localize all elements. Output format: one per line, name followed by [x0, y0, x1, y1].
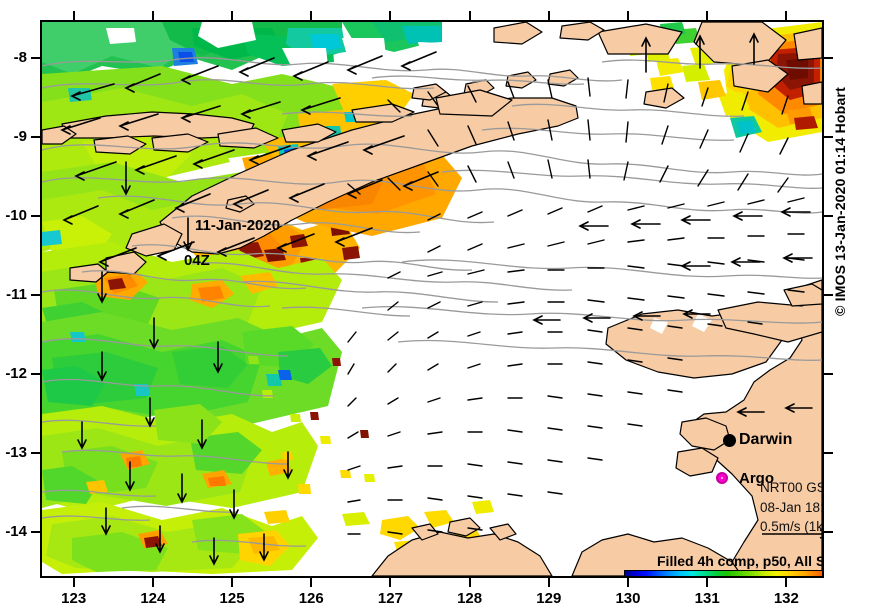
- land-kimberley: [571, 533, 743, 576]
- product-scale: 0.5m/s (1kt 24h): [760, 519, 824, 535]
- y-tick-label: -10: [5, 206, 27, 224]
- y-tick-mark: [31, 56, 40, 59]
- date-time-stamp: 11-Jan-2020 04Z: [170, 200, 280, 304]
- land-tiwi-notch: [650, 318, 668, 334]
- darwin-marker-dot[interactable]: [723, 434, 736, 447]
- x-tick-mark: [626, 578, 629, 587]
- land-kimb-isle3: [411, 523, 439, 541]
- y-tick-mark-right: [824, 135, 833, 138]
- x-tick-label: 127: [377, 590, 403, 607]
- y-tick-mark: [31, 531, 40, 534]
- land-tan-sm: [793, 27, 822, 61]
- x-tick-label: 132: [773, 590, 799, 607]
- y-tick-mark: [31, 294, 40, 297]
- x-tick-mark: [72, 578, 75, 587]
- land-tanimbar-s: [731, 59, 789, 93]
- vector-scale-arrow: [762, 529, 822, 539]
- time-label: 04Z: [184, 251, 210, 269]
- land-alor: [281, 123, 337, 143]
- x-tick-mark: [547, 578, 550, 587]
- y-tick-mark: [31, 373, 40, 376]
- x-tick-mark-top: [706, 11, 709, 20]
- land-darwin-pen: [679, 417, 731, 451]
- y-tick-mark: [31, 214, 40, 217]
- x-tick-mark-top: [785, 11, 788, 20]
- bathymetry-contours: [42, 57, 822, 547]
- x-tick-mark-top: [231, 11, 234, 20]
- x-tick-mark-top: [547, 11, 550, 20]
- x-tick-label: 124: [140, 590, 166, 607]
- product-source: NRT00 GSL: [760, 480, 822, 495]
- darwin-label: Darwin: [739, 431, 793, 448]
- y-tick-mark: [31, 135, 40, 138]
- x-tick-mark: [231, 578, 234, 587]
- figure-caption: Filled 4h comp, p50, All Sats: [657, 553, 822, 569]
- y-tick-label: -8: [13, 48, 27, 66]
- land-kimb-isle2: [489, 523, 517, 541]
- x-tick-label: 131: [694, 590, 720, 607]
- argo-float-marker[interactable]: [716, 472, 728, 484]
- y-tick-mark-right: [824, 214, 833, 217]
- x-tick-mark-top: [626, 11, 629, 20]
- contour-depth-labels: 200m 1000m: [410, 565, 443, 576]
- land-island-a: [93, 135, 147, 155]
- land-sumbawa: [42, 125, 77, 145]
- y-tick-label: -13: [5, 444, 27, 462]
- y-tick-mark-right: [824, 294, 833, 297]
- x-tick-mark: [389, 578, 392, 587]
- land-kimberley2: [371, 531, 553, 576]
- product-info-block: NRT00 GSL 08-Jan 18:00Z 0.5m/s (1kt 24h): [760, 478, 824, 537]
- y-tick-label: -11: [6, 286, 27, 304]
- x-tick-mark-top: [72, 11, 75, 20]
- y-tick-label: -14: [5, 523, 27, 541]
- x-tick-mark: [310, 578, 313, 587]
- y-tick-mark-right: [824, 452, 833, 455]
- x-tick-mark: [151, 578, 154, 587]
- x-tick-mark-top: [310, 11, 313, 20]
- land-island-b: [151, 133, 209, 153]
- x-tick-label: 129: [536, 590, 562, 607]
- land-coast-detail: [675, 447, 719, 477]
- x-tick-mark: [468, 578, 471, 587]
- colorbar[interactable]: 26272829303132: [624, 570, 822, 576]
- land-cobourg: [717, 297, 822, 343]
- land-dot-2: [493, 22, 543, 45]
- y-tick-mark-right: [824, 531, 833, 534]
- x-tick-mark: [785, 578, 788, 587]
- y-tick-mark: [31, 452, 40, 455]
- land-tiwi-notch2: [692, 314, 712, 332]
- x-tick-mark-top: [389, 11, 392, 20]
- y-tick-label: -12: [5, 365, 27, 383]
- land-croker: [783, 283, 822, 307]
- map-plot-area[interactable]: 11-Jan-2020 04Z 200m 1000m Darwin Argo N…: [40, 20, 824, 578]
- land-leti: [435, 89, 513, 117]
- surface-current-vectors: [60, 32, 813, 566]
- x-tick-label: 130: [615, 590, 641, 607]
- y-tick-mark-right: [824, 373, 833, 376]
- x-tick-label: 123: [61, 590, 87, 607]
- x-tick-label: 125: [219, 590, 245, 607]
- imos-credit: © IMOS 13-Jan-2020 01:14 Hobart: [832, 87, 848, 316]
- land-dot-4: [801, 81, 822, 105]
- product-epoch: 08-Jan 18:00Z: [760, 499, 824, 515]
- x-tick-label: 126: [298, 590, 324, 607]
- land-dot-1: [559, 22, 605, 41]
- land-wetar: [351, 103, 415, 123]
- x-tick-mark-top: [468, 11, 471, 20]
- x-tick-label: 128: [457, 590, 483, 607]
- colorbar-gradient: [624, 570, 822, 576]
- date-label: 11-Jan-2020: [195, 217, 281, 235]
- argo-label: Argo: [739, 470, 774, 487]
- y-tick-label: -9: [13, 127, 27, 145]
- land-babar: [597, 23, 683, 55]
- x-tick-mark-top: [151, 11, 154, 20]
- map-canvas: [42, 22, 822, 576]
- x-tick-mark: [706, 578, 709, 587]
- land-kimb-isle1: [447, 517, 481, 537]
- y-tick-mark-right: [824, 56, 833, 59]
